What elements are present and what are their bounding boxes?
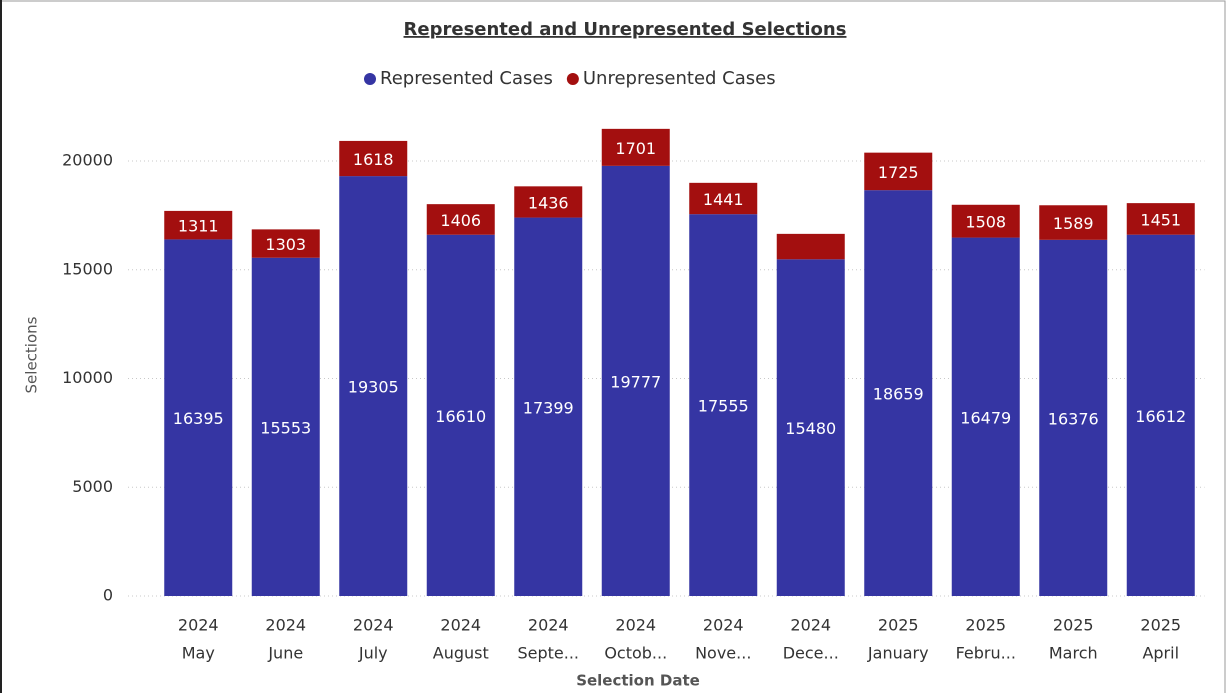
data-label: 19777: [610, 372, 661, 391]
data-label: 18659: [873, 385, 924, 404]
y-tick-label: 5000: [72, 477, 113, 496]
data-label: 17399: [523, 398, 574, 417]
chart-title: Represented and Unrepresented Selections: [404, 19, 847, 40]
bar-segment: [601, 128, 670, 166]
data-label: 15480: [785, 419, 836, 438]
x-tick-label: August: [433, 644, 489, 663]
data-label: 1303: [265, 235, 306, 254]
bar-segment: [164, 239, 233, 596]
x-tick-label: 2024: [353, 616, 394, 635]
bar-segment: [689, 214, 758, 596]
data-label: 16610: [435, 407, 486, 426]
legend: Represented Cases Unrepresented Cases: [364, 68, 776, 89]
x-tick-label: 2024: [790, 616, 831, 635]
x-tick-label: 2024: [703, 616, 744, 635]
bar-segment: [864, 190, 933, 596]
legend-swatch: [364, 73, 376, 85]
data-label: 1589: [1053, 214, 1094, 233]
x-tick-label: 2024: [178, 616, 219, 635]
data-label: 1441: [703, 190, 744, 209]
x-tick-label: 2025: [965, 616, 1006, 635]
data-label: 1701: [615, 139, 656, 158]
bar-segment: [1126, 203, 1195, 235]
data-label: 1311: [178, 217, 219, 236]
x-tick-label: April: [1142, 644, 1179, 663]
x-tick-label: 2025: [878, 616, 919, 635]
bar-segment: [514, 186, 583, 218]
data-label: 16395: [173, 409, 224, 428]
bar-segment: [864, 152, 933, 191]
bar-segment: [776, 233, 845, 260]
x-tick-label: 2024: [615, 616, 656, 635]
data-label: 1618: [353, 150, 394, 169]
bar-segment: [1126, 234, 1195, 596]
bar-segment: [251, 229, 320, 258]
y-tick-label: 10000: [62, 368, 113, 387]
x-tick-label: Septe...: [517, 644, 579, 663]
bar-segment: [514, 217, 583, 596]
x-tick-label: 2025: [1140, 616, 1181, 635]
data-label: 1725: [878, 163, 919, 182]
legend-swatch: [566, 73, 579, 85]
x-tick-label: 2025: [1053, 616, 1094, 635]
x-tick-label: Nove...: [695, 644, 751, 663]
x-tick-label: 2024: [265, 616, 306, 635]
x-tick-label: May: [182, 644, 215, 663]
bar-segment: [951, 237, 1020, 596]
bar-segment: [689, 182, 758, 215]
data-label: 16479: [960, 408, 1011, 427]
bar-segment: [951, 204, 1020, 238]
data-label: 16376: [1048, 409, 1099, 428]
x-tick-label: Octob...: [604, 644, 667, 663]
bar-segment: [251, 257, 320, 596]
data-label: 1406: [440, 211, 481, 230]
data-label: 17555: [698, 397, 749, 416]
y-axis-label: Selections: [23, 316, 41, 393]
legend-label: Unrepresented Cases: [583, 68, 776, 89]
data-label: 15553: [260, 418, 311, 437]
bar-segment: [776, 259, 845, 596]
x-tick-label: March: [1049, 644, 1098, 663]
bar-segment: [339, 176, 408, 596]
bar-segment: [1039, 239, 1108, 596]
x-tick-label: June: [267, 644, 303, 663]
x-tick-label: Febru...: [956, 644, 1016, 663]
data-label: 1451: [1140, 210, 1181, 229]
y-tick-label: 0: [103, 586, 113, 605]
bar-segment: [426, 234, 495, 597]
data-label: 19305: [348, 378, 399, 397]
data-label: 1436: [528, 193, 569, 212]
bar-segment: [164, 210, 233, 240]
bar-segment: [339, 140, 408, 177]
x-tick-label: 2024: [440, 616, 481, 635]
legend-label: Represented Cases: [380, 68, 553, 89]
bar-segment: [426, 204, 495, 235]
x-axis-label: Selection Date: [576, 672, 700, 690]
x-tick-label: 2024: [528, 616, 569, 635]
y-tick-label: 20000: [62, 151, 113, 170]
x-tick-label: Dece...: [783, 644, 839, 663]
x-tick-label: July: [358, 644, 388, 663]
y-tick-label: 15000: [62, 259, 113, 278]
data-label: 1508: [965, 213, 1006, 232]
bar-segment: [1039, 205, 1108, 240]
x-tick-label: January: [867, 644, 929, 663]
data-label: 16612: [1135, 407, 1186, 426]
bar-segment: [601, 165, 670, 596]
